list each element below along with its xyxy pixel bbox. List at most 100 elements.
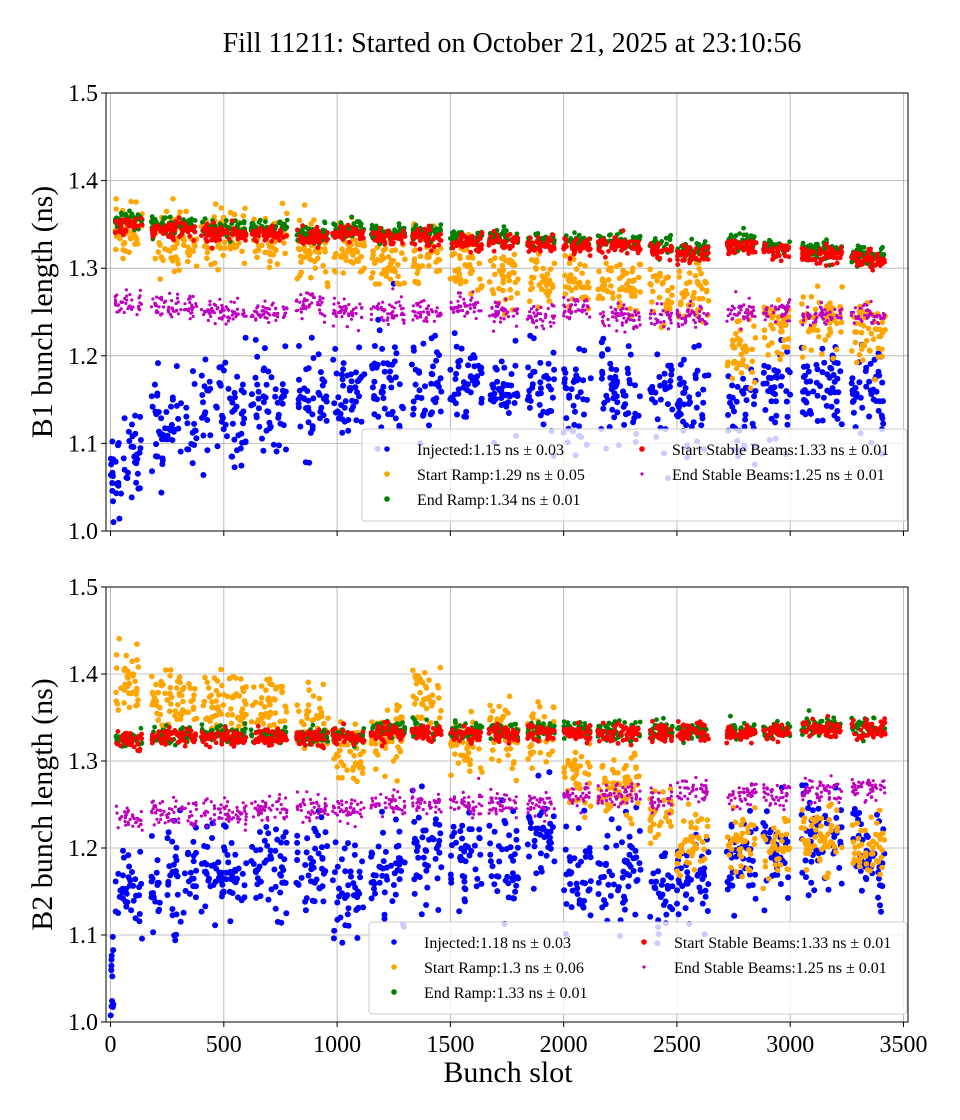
- data-point: [280, 422, 287, 429]
- data-point: [742, 411, 749, 418]
- data-point: [309, 411, 316, 418]
- data-point: [577, 261, 583, 268]
- data-point: [740, 390, 747, 397]
- data-point: [695, 342, 702, 349]
- data-point: [179, 221, 185, 227]
- data-point: [356, 868, 363, 875]
- data-point: [616, 301, 620, 306]
- data-point: [315, 245, 321, 251]
- data-point: [394, 301, 398, 305]
- data-point: [232, 851, 239, 858]
- data-point: [109, 487, 116, 494]
- data-point: [498, 358, 505, 365]
- data-point: [488, 873, 495, 880]
- data-point: [581, 347, 588, 354]
- data-point: [183, 302, 187, 306]
- data-point: [148, 393, 155, 400]
- data-point: [189, 311, 193, 315]
- data-point: [160, 231, 166, 237]
- data-point: [200, 472, 207, 478]
- data-point: [476, 260, 483, 267]
- data-point: [698, 270, 704, 277]
- data-point: [243, 860, 250, 867]
- data-point: [629, 268, 635, 275]
- data-point: [411, 818, 418, 825]
- data-point: [284, 217, 290, 223]
- data-point: [821, 317, 825, 321]
- data-point: [615, 318, 619, 323]
- data-point: [170, 307, 174, 311]
- data-point: [412, 381, 419, 388]
- data-point: [283, 910, 290, 917]
- data-point: [308, 230, 313, 236]
- data-point: [268, 307, 272, 311]
- data-point: [333, 222, 338, 228]
- data-point: [284, 233, 289, 239]
- data-point: [302, 898, 309, 905]
- data-point: [427, 411, 434, 418]
- data-point: [424, 243, 430, 248]
- data-point: [429, 308, 433, 312]
- data-point: [784, 307, 788, 311]
- data-point: [552, 321, 556, 325]
- data-point: [339, 939, 346, 946]
- data-point: [211, 220, 217, 226]
- data-point: [547, 845, 554, 852]
- data-point: [190, 368, 196, 375]
- data-point: [412, 241, 418, 247]
- data-point: [465, 310, 469, 314]
- data-point: [176, 292, 180, 296]
- data-point: [340, 382, 347, 389]
- data-point: [675, 312, 679, 316]
- data-point: [504, 297, 508, 301]
- data-point: [190, 875, 197, 882]
- data-point: [180, 242, 187, 248]
- data-point: [415, 814, 422, 821]
- data-point: [748, 239, 754, 245]
- data-point: [626, 376, 633, 383]
- data-point: [816, 251, 822, 256]
- data-point: [511, 270, 517, 276]
- data-point: [530, 240, 536, 246]
- data-point: [455, 363, 462, 370]
- data-point: [612, 383, 619, 390]
- data-point: [350, 313, 354, 317]
- data-point: [771, 384, 778, 391]
- data-point: [539, 279, 546, 285]
- data-point: [459, 822, 466, 829]
- data-point: [113, 206, 119, 212]
- data-point: [499, 243, 505, 249]
- data-point: [456, 299, 460, 303]
- data-point: [324, 843, 331, 850]
- data-point: [730, 344, 737, 351]
- data-point: [493, 873, 500, 880]
- data-point: [492, 320, 496, 324]
- data-point: [307, 250, 313, 257]
- data-point: [206, 875, 212, 882]
- data-point: [345, 905, 352, 912]
- data-point: [415, 316, 419, 320]
- data-point: [125, 298, 129, 302]
- data-point: [296, 376, 302, 383]
- data-point: [392, 306, 396, 310]
- data-point: [567, 256, 573, 261]
- data-point: [224, 852, 231, 858]
- data-point: [848, 380, 855, 387]
- data-point: [800, 388, 806, 395]
- data-point: [620, 403, 627, 410]
- data-point: [751, 379, 758, 386]
- data-point: [306, 255, 312, 261]
- data-point: [350, 252, 356, 258]
- data-point: [774, 349, 781, 356]
- data-point: [307, 237, 312, 243]
- data-point: [276, 442, 282, 449]
- data-point: [122, 898, 129, 905]
- data-point: [132, 412, 139, 419]
- data-point: [128, 443, 135, 450]
- data-point: [358, 302, 362, 306]
- data-point: [202, 216, 208, 222]
- data-point: [769, 389, 776, 396]
- data-point: [543, 289, 549, 296]
- data-point: [620, 321, 624, 325]
- data-point: [299, 310, 303, 314]
